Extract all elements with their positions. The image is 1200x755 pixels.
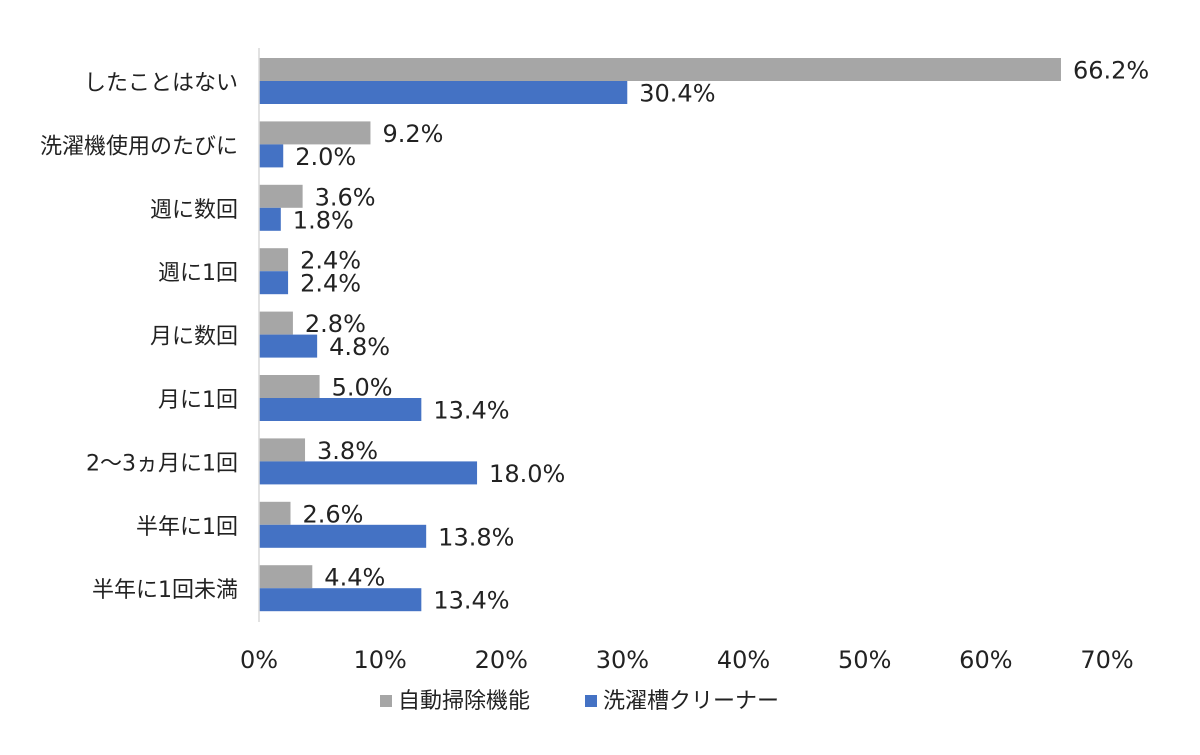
bar-cleaner-7 [259,524,427,548]
data-label-cleaner-4: 4.8% [329,333,390,361]
legend-label-1: 洗濯槽クリーナー [603,689,779,714]
data-label-auto-clean-2: 3.6% [315,183,376,211]
x-tick-label-0: 0% [240,646,278,674]
bar-cleaner-2 [259,207,281,231]
bar-cleaner-0 [259,81,628,104]
bar-cleaner-4 [259,334,318,358]
legend-swatch-0 [380,695,392,707]
bar-auto-clean-6 [259,438,306,462]
data-label-auto-clean-3: 2.4% [300,247,361,275]
category-label-6: 2～3ヵ月に1回 [86,451,238,476]
bar-auto-clean-7 [259,501,291,525]
data-label-cleaner-7: 13.8% [438,523,514,551]
data-label-auto-clean-6: 3.8% [317,437,378,465]
x-tick-label-4: 40% [717,646,770,674]
category-label-4: 月に数回 [150,325,238,350]
data-label-auto-clean-4: 2.8% [305,310,366,338]
data-label-cleaner-1: 2.0% [295,143,356,171]
bar-cleaner-8 [259,588,422,612]
data-label-auto-clean-5: 5.0% [332,374,393,402]
category-label-7: 半年に1回 [136,515,238,540]
bar-cleaner-5 [259,398,422,421]
category-label-2: 週に数回 [150,198,238,223]
data-label-cleaner-8: 13.4% [433,587,509,615]
data-label-auto-clean-0: 66.2% [1073,57,1149,85]
category-label-5: 月に1回 [158,388,238,413]
bar-cleaner-1 [259,144,284,168]
bar-auto-clean-3 [259,248,289,272]
x-tick-label-6: 60% [959,646,1012,674]
data-label-auto-clean-1: 9.2% [382,120,443,148]
labels-layer: 66.2% 30.4% したことはない 9.2% 2.0% 洗濯機使用のたびに 3.6%1.… [40,57,1149,615]
x-tick-label-7: 70% [1080,646,1133,674]
data-label-cleaner-3: 2.4% [300,270,361,298]
legend-label-0: 自動掃除機能 [398,689,530,714]
bar-auto-clean-2 [259,184,303,208]
category-label-3: 週に1回 [158,261,238,286]
bar-auto-clean-4 [259,311,293,335]
axis-layer: 0% 10% 20% 30% 40% 50% 60% 70% [240,48,1134,674]
legend: 自動掃除機能 洗濯槽クリーナー [380,689,779,714]
data-label-cleaner-2: 1.8% [293,206,354,234]
bar-cleaner-3 [259,271,289,295]
x-tick-label-5: 50% [838,646,891,674]
data-label-cleaner-5: 13.4% [433,397,509,425]
bar-cleaner-6 [259,461,478,485]
bar-auto-clean-5 [259,375,320,398]
category-label-8: 半年に1回未満 [92,578,238,603]
data-label-auto-clean-8: 4.4% [324,564,385,592]
x-tick-label-1: 10% [353,646,406,674]
x-tick-label-3: 30% [596,646,649,674]
bars-layer [259,58,1061,612]
legend-swatch-1 [585,695,597,707]
bar-auto-clean-0 [259,58,1061,81]
bar-auto-clean-8 [259,565,313,589]
bar-auto-clean-1 [259,121,371,145]
x-tick-label-2: 20% [475,646,528,674]
category-label-0: したことはない [84,71,238,96]
data-label-auto-clean-7: 2.6% [302,500,363,528]
category-label-1: 洗濯機使用のたびに [40,134,238,159]
data-label-cleaner-0: 30.4% [639,80,715,108]
data-label-cleaner-6: 18.0% [489,460,565,488]
